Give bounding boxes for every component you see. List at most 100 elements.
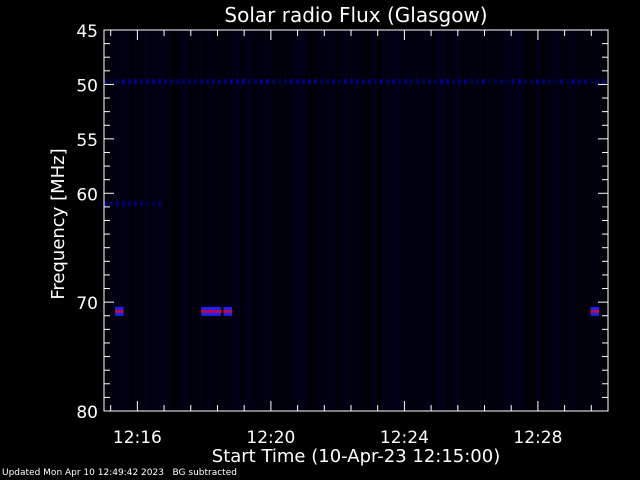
noise-column <box>200 30 202 411</box>
noise-column <box>332 30 334 411</box>
noise-column <box>150 30 152 411</box>
noise-column <box>552 30 554 411</box>
band-segment <box>356 79 359 85</box>
noise-column <box>562 30 564 411</box>
noise-column <box>528 30 530 411</box>
noise-column <box>574 30 576 411</box>
noise-column <box>330 30 332 411</box>
updated-timestamp: Updated Mon Apr 10 12:49:42 2023 <box>2 468 164 478</box>
noise-column <box>166 30 168 411</box>
noise-column <box>350 30 352 411</box>
noise-column <box>308 30 310 411</box>
band-segment <box>140 201 143 207</box>
band-segment <box>530 79 533 85</box>
y-axis-label: Frequency [MHz] <box>48 148 69 299</box>
band-segment <box>344 79 347 85</box>
noise-column <box>498 30 500 411</box>
noise-column <box>140 30 142 411</box>
band-segment <box>122 79 125 85</box>
burst-spot-core <box>223 309 226 313</box>
band-segment <box>506 79 509 85</box>
noise-column <box>232 30 234 411</box>
band-segment <box>278 79 281 85</box>
noise-column <box>592 30 594 411</box>
noise-column <box>396 30 398 411</box>
noise-column <box>120 30 122 411</box>
noise-column <box>388 30 390 411</box>
noise-column <box>406 30 408 411</box>
band-segment <box>152 79 155 85</box>
noise-column <box>458 30 460 411</box>
band-segment <box>440 79 443 85</box>
noise-column <box>594 30 596 411</box>
noise-column <box>302 30 304 411</box>
band-segment <box>368 79 371 85</box>
noise-column <box>382 30 384 411</box>
noise-column <box>212 30 214 411</box>
noise-column <box>118 30 120 411</box>
band-segment <box>200 79 203 85</box>
band-segment <box>554 79 557 85</box>
y-tick-label: 80 <box>76 403 98 423</box>
band-segment <box>248 79 251 85</box>
band-segment <box>488 79 491 85</box>
noise-column <box>238 30 240 411</box>
burst-spot-core <box>596 309 599 313</box>
noise-column <box>554 30 556 411</box>
noise-column <box>224 30 226 411</box>
band-segment <box>128 201 131 207</box>
noise-column <box>596 30 598 411</box>
noise-column <box>380 30 382 411</box>
noise-column <box>202 30 204 411</box>
x-tick-label: 12:20 <box>246 428 295 448</box>
noise-column <box>124 30 126 411</box>
noise-column <box>244 30 246 411</box>
noise-column <box>432 30 434 411</box>
noise-column <box>112 30 114 411</box>
noise-column <box>490 30 492 411</box>
noise-column <box>500 30 502 411</box>
noise-column <box>294 30 296 411</box>
noise-column <box>600 30 602 411</box>
noise-column <box>286 30 288 411</box>
noise-column <box>484 30 486 411</box>
noise-column <box>184 30 186 411</box>
x-tick-label: 12:24 <box>380 428 429 448</box>
noise-column <box>460 30 462 411</box>
noise-column <box>344 30 346 411</box>
noise-column <box>320 30 322 411</box>
noise-column <box>404 30 406 411</box>
band-segment <box>548 79 551 85</box>
noise-column <box>282 30 284 411</box>
noise-column <box>522 30 524 411</box>
noise-column <box>390 30 392 411</box>
noise-column <box>440 30 442 411</box>
noise-column <box>136 30 138 411</box>
noise-column <box>400 30 402 411</box>
band-segment <box>446 79 449 85</box>
noise-column <box>342 30 344 411</box>
noise-column <box>138 30 140 411</box>
noise-column <box>228 30 230 411</box>
band-segment <box>110 201 113 207</box>
band-segment <box>242 79 245 85</box>
noise-column <box>470 30 472 411</box>
noise-column <box>156 30 158 411</box>
noise-column <box>274 30 276 411</box>
band-segment <box>290 79 293 85</box>
noise-column <box>474 30 476 411</box>
noise-column <box>512 30 514 411</box>
noise-column <box>560 30 562 411</box>
noise-column <box>248 30 250 411</box>
band-segment <box>146 79 149 85</box>
burst-spot-core <box>121 309 124 313</box>
band-segment <box>182 79 185 85</box>
noise-column <box>394 30 396 411</box>
noise-column <box>322 30 324 411</box>
band-segment <box>272 79 275 85</box>
band-segment <box>536 79 539 85</box>
noise-column <box>266 30 268 411</box>
noise-column <box>128 30 130 411</box>
noise-column <box>416 30 418 411</box>
